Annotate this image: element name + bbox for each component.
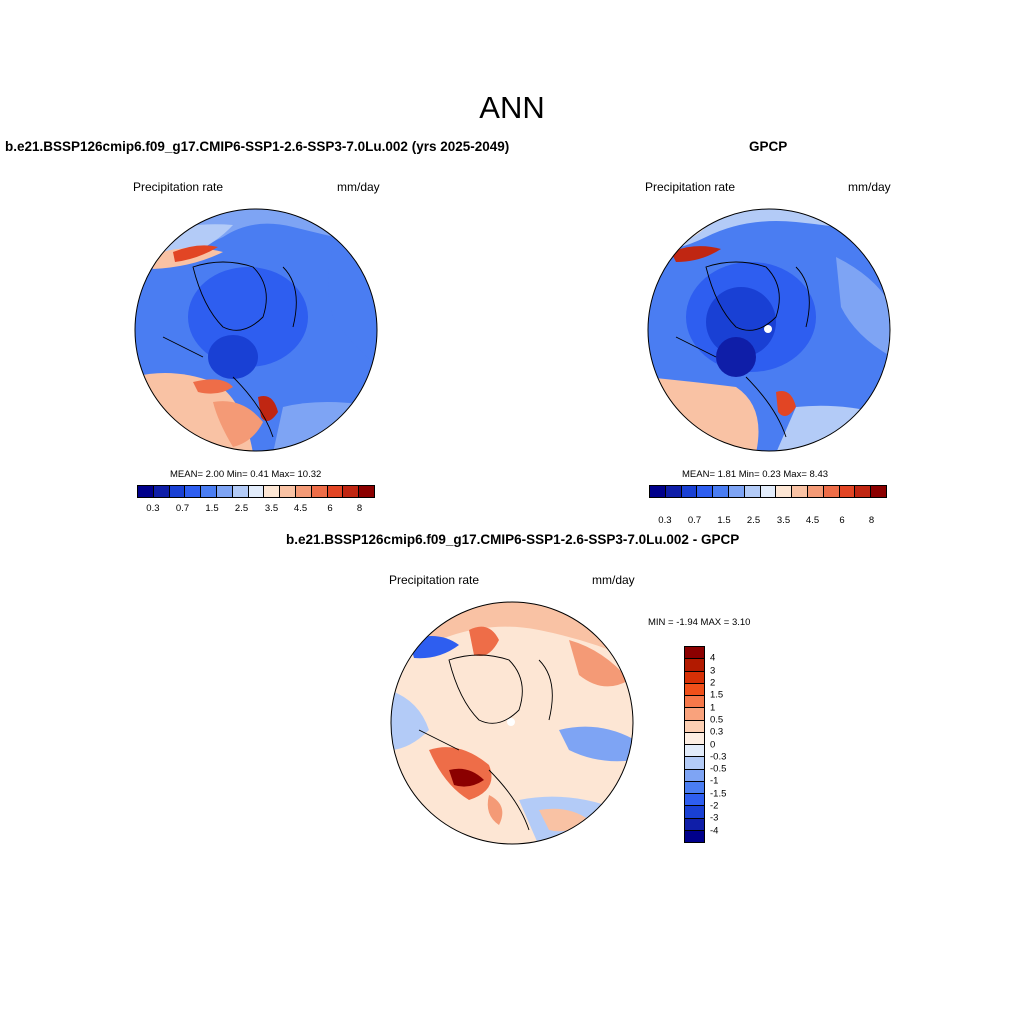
obs-polar-map <box>647 208 891 452</box>
figure-title: ANN <box>479 90 545 125</box>
model-colorbar-labels: 0.3 0.7 1.5 2.5 3.5 4.5 6 8 <box>137 503 375 515</box>
obs-variable-label: Precipitation rate <box>645 180 736 194</box>
obs-colorbar-label: 2.5 <box>746 515 761 526</box>
diff-colorbar-label: 0 <box>710 739 716 750</box>
diff-colorbar-label: -4 <box>710 825 719 837</box>
obs-colorbar-labels: 0.3 0.7 1.5 2.5 3.5 4.5 6 8 <box>649 515 887 527</box>
model-colorbar-label: 3.5 <box>264 503 279 514</box>
diff-colorbar-label: -2 <box>710 800 719 812</box>
diff-colorbar-label: 2 <box>710 677 716 689</box>
obs-colorbar-label: 1.5 <box>717 515 731 526</box>
model-colorbar <box>137 485 375 498</box>
diff-colorbar-label: -0.5 <box>710 763 727 775</box>
model-colorbar-label: 0.7 <box>175 503 190 514</box>
model-colorbar-label: 4.5 <box>293 503 308 514</box>
obs-panel-title: GPCP <box>749 139 788 154</box>
diff-units-label: mm/day <box>592 573 635 587</box>
model-variable-label: Precipitation rate <box>133 180 224 194</box>
model-colorbar-label: 2.5 <box>234 503 249 514</box>
diff-colorbar-label: 0.5 <box>710 714 724 726</box>
obs-colorbar-label: 0.7 <box>687 515 702 526</box>
diff-stats: MIN = -1.94 MAX = 3.10 <box>648 617 751 628</box>
diff-colorbar-label: 0.3 <box>710 726 724 738</box>
obs-colorbar-label: 3.5 <box>776 515 791 526</box>
diff-colorbar-label: 4 <box>710 652 716 664</box>
model-colorbar-label: 8 <box>356 503 363 514</box>
diff-colorbar-label: -0.3 <box>710 751 727 763</box>
diff-polar-map <box>390 601 634 845</box>
model-panel-title: b.e21.BSSP126cmip6.f09_g17.CMIP6-SSP1-2.… <box>5 139 510 154</box>
obs-colorbar-label: 0.3 <box>658 515 672 526</box>
model-polar-map <box>134 208 378 452</box>
model-colorbar-label: 1.5 <box>205 503 219 514</box>
diff-colorbar-label: 1 <box>710 702 716 714</box>
model-colorbar-label: 6 <box>327 503 333 514</box>
diff-colorbar-label: 1.5 <box>710 689 724 701</box>
obs-colorbar-label: 4.5 <box>805 515 820 526</box>
diff-panel-title: b.e21.BSSP126cmip6.f09_g17.CMIP6-SSP1-2.… <box>286 532 740 547</box>
diff-colorbar-label: -3 <box>710 812 719 824</box>
model-colorbar-label: 0.3 <box>146 503 160 514</box>
diff-colorbar-label: -1.5 <box>710 788 727 800</box>
diff-variable-label: Precipitation rate <box>389 573 480 587</box>
model-stats: MEAN= 2.00 Min= 0.41 Max= 10.32 <box>170 469 322 480</box>
obs-stats: MEAN= 1.81 Min= 0.23 Max= 8.43 <box>682 469 829 480</box>
diff-colorbar-label: -1 <box>710 775 719 787</box>
model-units-label: mm/day <box>337 180 380 194</box>
diff-colorbar-labels: 4 3 2 1.5 1 0.5 0.3 0 -0.3 -0.5 -1 -1.5 … <box>710 646 750 843</box>
diff-colorbar-label: 3 <box>710 665 716 677</box>
obs-colorbar-label: 6 <box>839 515 845 526</box>
obs-colorbar <box>649 485 887 498</box>
obs-units-label: mm/day <box>848 180 891 194</box>
diff-colorbar <box>684 646 705 843</box>
obs-colorbar-label: 8 <box>868 515 875 526</box>
